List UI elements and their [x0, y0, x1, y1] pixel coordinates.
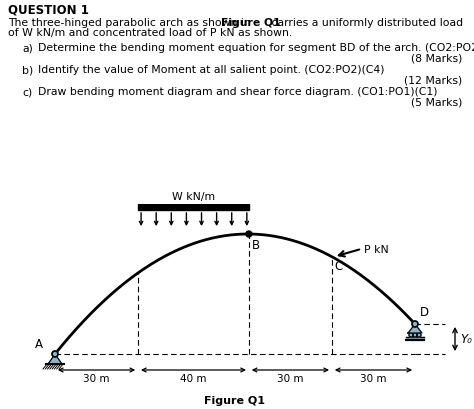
Circle shape	[52, 351, 58, 357]
Text: 30 m: 30 m	[277, 373, 304, 383]
Polygon shape	[48, 354, 62, 364]
Text: (12 Marks): (12 Marks)	[404, 75, 462, 85]
Circle shape	[412, 321, 418, 327]
Text: The three-hinged parabolic arch as shown in: The three-hinged parabolic arch as shown…	[8, 18, 254, 28]
Circle shape	[417, 333, 421, 337]
Bar	[138, 204, 249, 211]
Circle shape	[409, 333, 413, 337]
Text: carries a uniformly distributed load: carries a uniformly distributed load	[268, 18, 463, 28]
Text: 40 m: 40 m	[180, 373, 207, 383]
Text: (8 Marks): (8 Marks)	[410, 53, 462, 63]
Text: a): a)	[22, 43, 33, 53]
Text: QUESTION 1: QUESTION 1	[8, 3, 89, 16]
Text: P kN: P kN	[364, 244, 389, 254]
Text: Draw bending moment diagram and shear force diagram. (CO1:PO1)(C1): Draw bending moment diagram and shear fo…	[38, 87, 438, 97]
Text: b): b)	[22, 65, 33, 75]
Circle shape	[413, 333, 417, 337]
Bar	[406, 337, 424, 339]
Text: Figure Q1: Figure Q1	[204, 395, 265, 405]
Text: Figure Q1: Figure Q1	[221, 18, 281, 28]
Text: 30 m: 30 m	[83, 373, 110, 383]
Text: B: B	[252, 238, 260, 252]
Text: (5 Marks): (5 Marks)	[410, 97, 462, 107]
Text: W kN/m: W kN/m	[172, 191, 215, 202]
Text: of W kN/m and concentrated load of P kN as shown.: of W kN/m and concentrated load of P kN …	[8, 28, 292, 38]
Text: 30 m: 30 m	[360, 373, 387, 383]
Text: A: A	[35, 337, 43, 350]
Text: Y₀: Y₀	[460, 333, 472, 346]
Circle shape	[246, 231, 252, 237]
Text: c): c)	[22, 87, 32, 97]
Polygon shape	[408, 324, 422, 333]
Text: Determine the bending moment equation for segment BD of the arch. (CO2:PO2)(C3): Determine the bending moment equation fo…	[38, 43, 474, 53]
Text: D: D	[420, 305, 429, 318]
Text: C: C	[334, 259, 342, 272]
Text: Identify the value of Moment at all salient point. (CO2:PO2)(C4): Identify the value of Moment at all sali…	[38, 65, 384, 75]
